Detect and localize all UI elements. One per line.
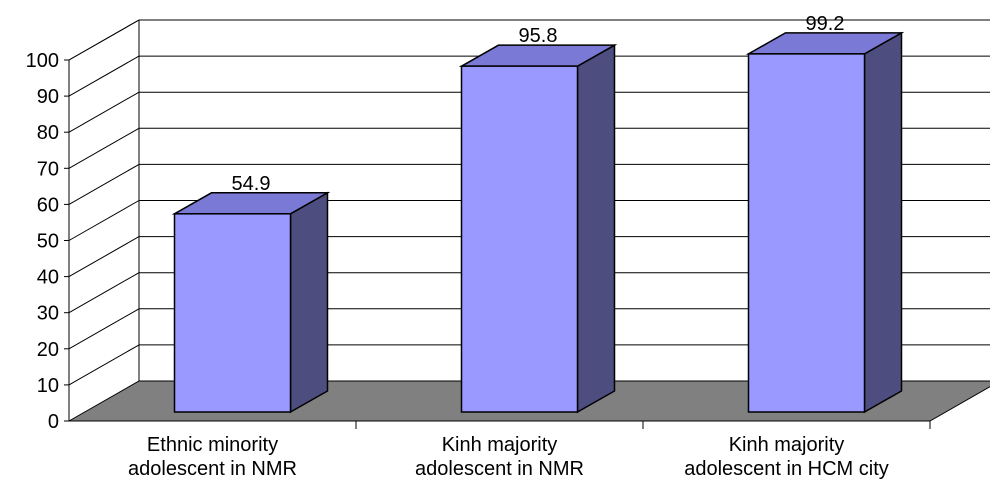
gridline-diagonal: [68, 19, 140, 61]
gridline-diagonal: [68, 308, 140, 350]
gridline-diagonal: [68, 200, 140, 241]
data-label: 95.8: [519, 25, 558, 47]
bar-side-face: [289, 191, 329, 414]
y-tick-label: 60: [37, 194, 59, 216]
y-tick-label: 40: [37, 267, 59, 289]
bar: [458, 43, 618, 414]
bar: [745, 31, 905, 414]
y-tick-label: 20: [37, 339, 59, 361]
bar-side-face: [576, 43, 616, 414]
x-tick-label: Kinh majority: [442, 434, 558, 456]
x-tick-label: adolescent in NMR: [128, 458, 297, 480]
x-tick-label: Kinh majority: [729, 434, 845, 456]
y-tick-label: 0: [48, 411, 59, 433]
y-axis: 0 10 20 30 40 50 60 70 80 90 100: [26, 50, 931, 433]
bars: 54.9 95.8 99.2: [171, 13, 905, 414]
gridline-diagonal: [68, 272, 140, 314]
bar-front-face: [460, 65, 579, 413]
data-label: 99.2: [806, 13, 845, 35]
gridline-diagonal: [68, 55, 140, 97]
y-tick-label: 50: [37, 231, 59, 253]
y-tick-label: 90: [37, 86, 59, 108]
bar-front-face: [173, 213, 292, 413]
data-label: 54.9: [232, 173, 271, 195]
y-tick-label: 70: [37, 158, 59, 180]
x-tick-label: adolescent in NMR: [415, 458, 584, 480]
bar-side-face: [863, 31, 903, 414]
gridline-diagonal: [68, 344, 140, 386]
y-tick-label: 100: [26, 50, 59, 72]
gridline-diagonal: [68, 91, 140, 133]
y-tick-label: 10: [37, 375, 59, 397]
y-tick-label: 30: [37, 303, 59, 325]
chart-walls: [68, 19, 140, 381]
gridline-diagonal: [68, 236, 140, 278]
gridline-diagonal: [68, 163, 140, 205]
bar: [171, 191, 331, 414]
x-tick-label: adolescent in HCM city: [684, 458, 889, 480]
x-tick-label: Ethnic minority: [147, 434, 278, 456]
y-tick-label: 80: [37, 122, 59, 144]
bar-front-face: [747, 53, 866, 413]
gridline-diagonal: [68, 127, 140, 169]
